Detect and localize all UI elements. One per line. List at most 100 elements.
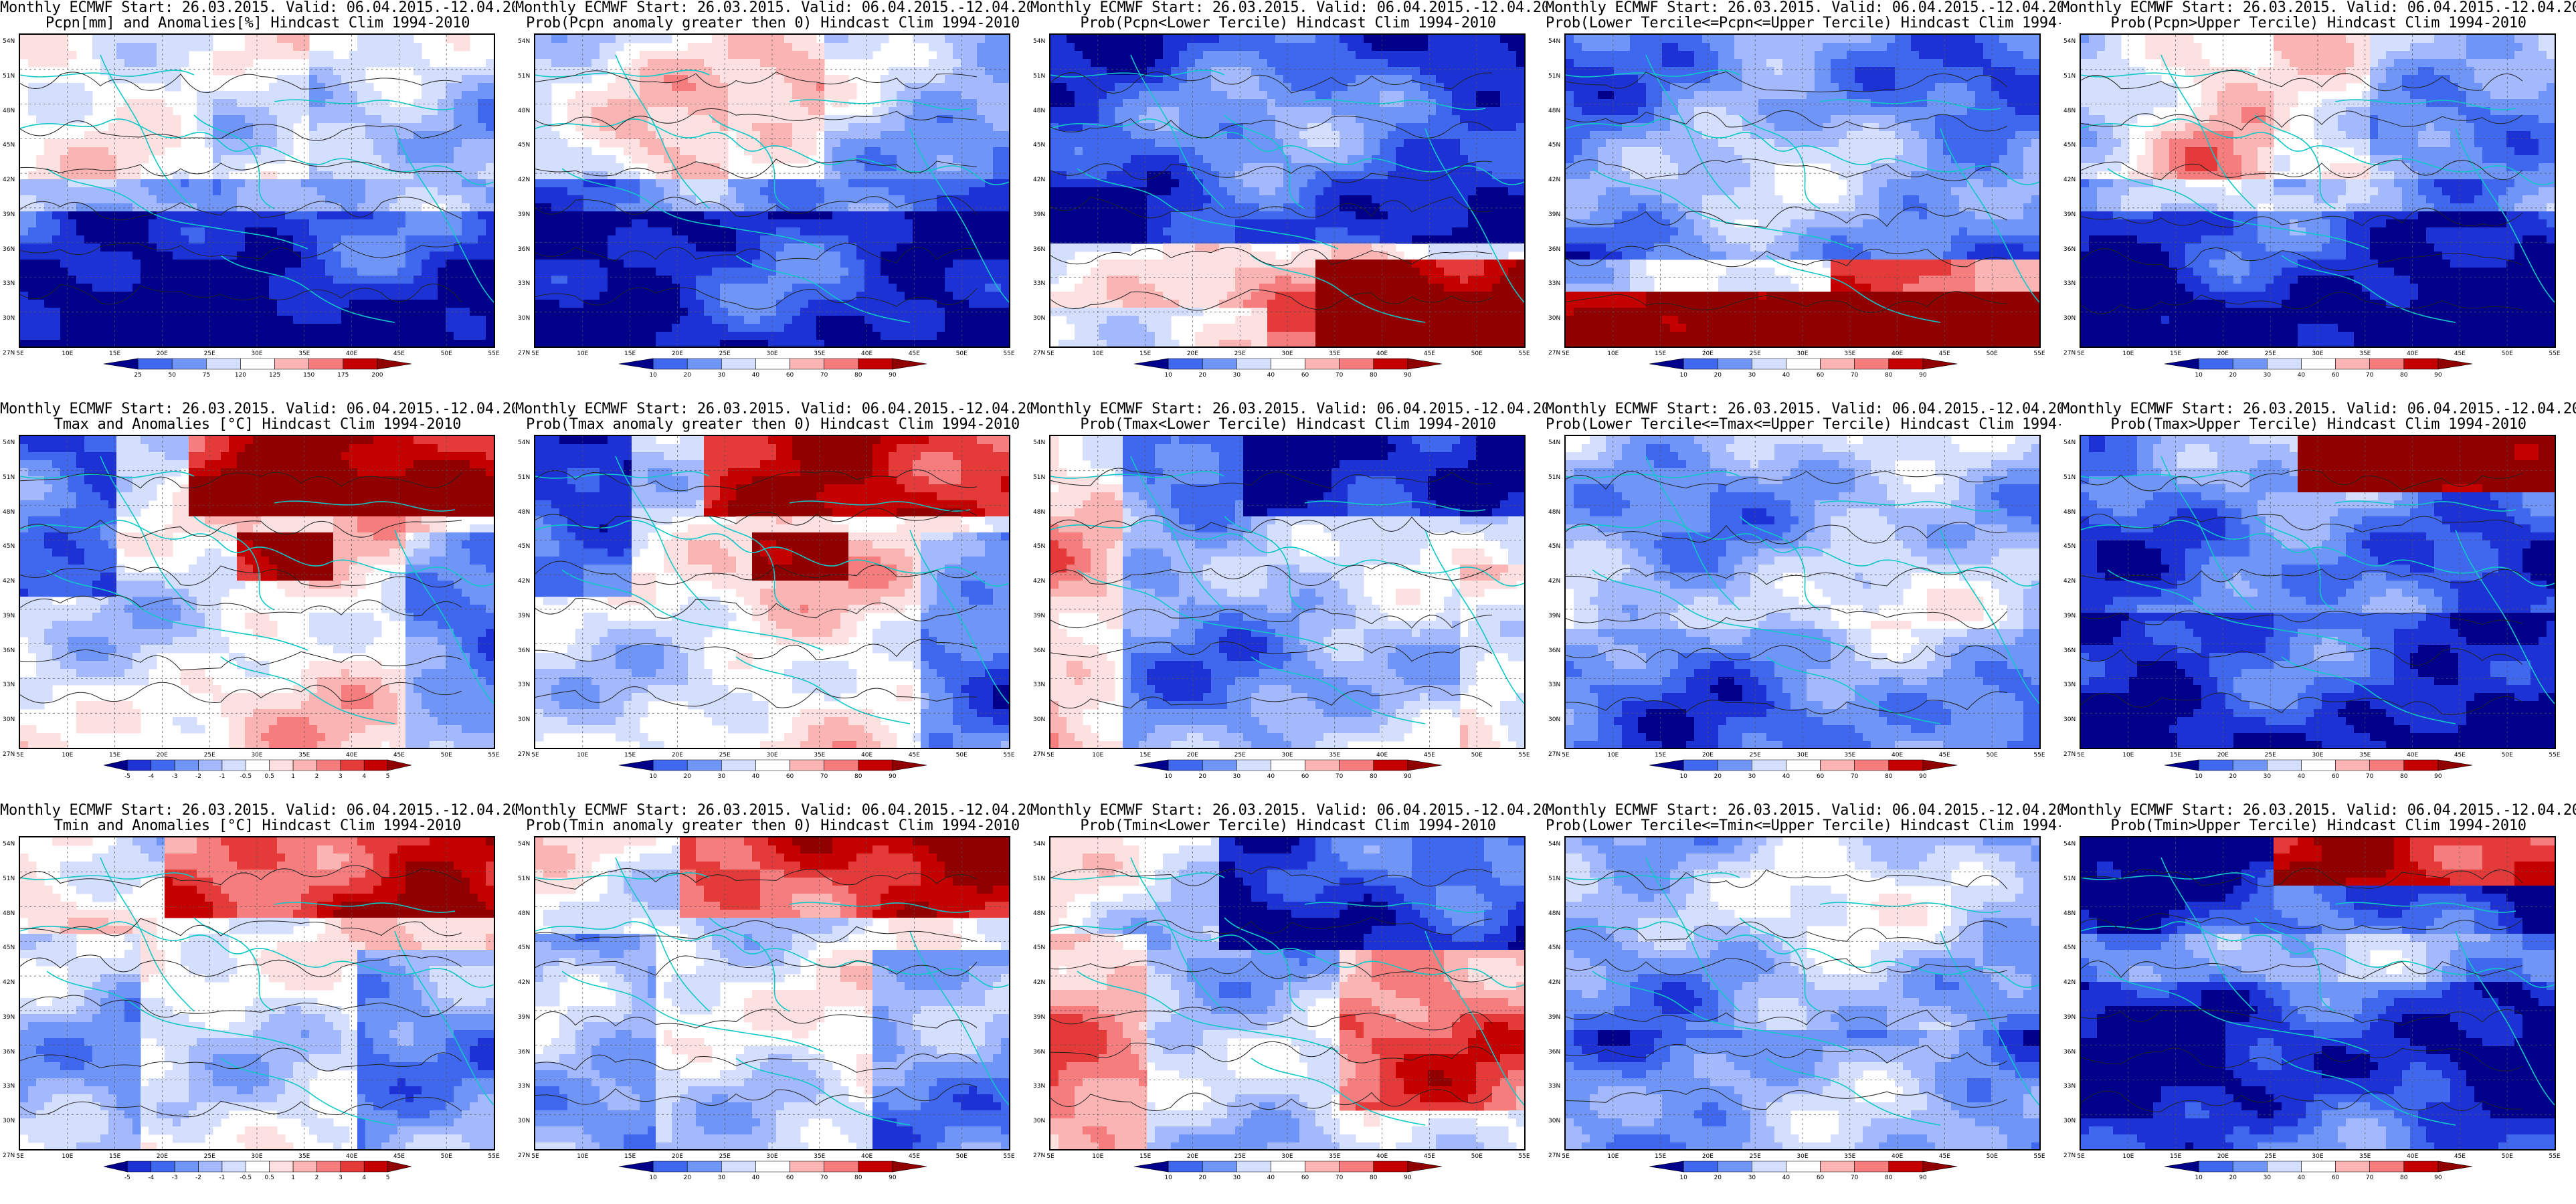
colorbar-label: 30 xyxy=(2264,372,2271,379)
forecast-field-svg xyxy=(535,837,1009,1149)
colorbar-swatch xyxy=(2437,358,2473,370)
forecast-map xyxy=(1564,33,2041,348)
colorbar-label: 1 xyxy=(291,773,295,780)
coastline-lines xyxy=(535,456,1009,724)
latitude-label: 27N xyxy=(1548,1152,1560,1159)
colorbar-label: 60 xyxy=(1301,372,1309,379)
colorbar-swatch xyxy=(1854,759,1890,771)
colorbar-swatch xyxy=(2369,759,2405,771)
latitude-label: 42N xyxy=(518,578,530,585)
longitude-label: 40E xyxy=(1892,350,1903,357)
longitude-label: 35E xyxy=(1844,1153,1855,1160)
colorbar-swatch xyxy=(790,358,824,370)
map-panel-tmax-anomaly: Monthly ECMWF Start: 26.03.2015. Valid: … xyxy=(0,401,515,803)
longitude-label: 45E xyxy=(909,1153,920,1160)
longitude-label: 30E xyxy=(766,752,777,759)
forecast-map xyxy=(2080,33,2556,348)
latitude-label: 33N xyxy=(1033,682,1045,688)
longitude-label: 45E xyxy=(393,1153,405,1160)
colorbar-label: 30 xyxy=(1233,1175,1240,1181)
latitude-label: 30N xyxy=(1548,1118,1560,1124)
longitude-label: 20E xyxy=(672,350,683,357)
colorbar-label: 40 xyxy=(2298,1175,2305,1181)
panel-title-line-2: Prob(Pcpn>Upper Tercile) Hindcast Clim 1… xyxy=(2061,15,2576,31)
colorbar-swatch xyxy=(246,1161,270,1173)
colorbar-swatch xyxy=(363,1161,388,1173)
isoline-contours xyxy=(535,469,978,708)
colorbar-swatch xyxy=(755,759,790,771)
latitude-label: 39N xyxy=(3,613,15,619)
latitude-label: 51N xyxy=(1548,73,1560,80)
longitude-label: 30E xyxy=(251,350,262,357)
longitude-label: 5E xyxy=(1046,752,1054,759)
colorbar-swatch xyxy=(2437,759,2473,771)
longitude-label: 50E xyxy=(441,1153,452,1160)
panel-title: Monthly ECMWF Start: 26.03.2015. Valid: … xyxy=(515,0,1030,31)
latitude-label: 48N xyxy=(518,509,530,516)
latitude-label: 48N xyxy=(1548,509,1560,516)
colorbar-swatch xyxy=(198,759,223,771)
colorbar-swatch xyxy=(1133,759,1169,771)
longitude-label: 20E xyxy=(1702,752,1714,759)
colorbar-swatch xyxy=(316,1161,341,1173)
colorbar-label: 30 xyxy=(718,372,725,379)
colorbar-swatch xyxy=(103,759,128,771)
colorbar-swatch xyxy=(151,1161,175,1173)
colorbar-swatch xyxy=(1133,1161,1169,1173)
latitude-label: 42N xyxy=(1548,578,1560,585)
colorbar xyxy=(103,358,412,370)
colorbar-label: 90 xyxy=(1404,372,1411,379)
colorbar-swatch xyxy=(1373,759,1408,771)
forecast-field-svg xyxy=(20,35,494,346)
latitude-label: 51N xyxy=(1033,474,1045,481)
latitude-label: 45N xyxy=(2063,142,2076,148)
longitude-label: 10E xyxy=(1092,1153,1103,1160)
longitude-label: 40E xyxy=(861,752,872,759)
longitude-label: 55E xyxy=(488,752,499,759)
coastline-lines xyxy=(20,857,494,1126)
latitude-label: 33N xyxy=(518,280,530,287)
forecast-field-svg xyxy=(535,436,1009,748)
colorbar-label: 20 xyxy=(1198,1175,1206,1181)
colorbar-swatch xyxy=(2198,358,2233,370)
coastline-lines xyxy=(535,857,1009,1126)
colorbar-swatch xyxy=(103,358,139,370)
longitude-label: 35E xyxy=(814,1153,825,1160)
colorbar-swatch xyxy=(824,358,859,370)
longitude-label: 40E xyxy=(2407,1153,2418,1160)
latitude-label: 48N xyxy=(518,910,530,917)
longitude-label: 25E xyxy=(1750,752,1761,759)
longitude-label: 35E xyxy=(1329,1153,1340,1160)
coastline-lines xyxy=(20,54,494,323)
map-panel-tmin-prob-lower: Monthly ECMWF Start: 26.03.2015. Valid: … xyxy=(1030,803,1546,1204)
colorbar-swatch xyxy=(2301,759,2336,771)
colorbar-label: 80 xyxy=(854,773,862,780)
longitude-label: 25E xyxy=(719,1153,731,1160)
colorbar-label: 40 xyxy=(1267,372,1275,379)
longitude-label: 25E xyxy=(719,752,731,759)
colorbar-label: 90 xyxy=(1404,1175,1411,1181)
panel-title-line-1: Monthly ECMWF Start: 26.03.2015. Valid: … xyxy=(2061,401,2576,417)
longitude-label: 45E xyxy=(2454,752,2466,759)
colorbar-label: 40 xyxy=(752,372,759,379)
latitude-label: 36N xyxy=(3,246,15,253)
colorbar-swatch xyxy=(1752,358,1786,370)
panel-title-line-1: Monthly ECMWF Start: 26.03.2015. Valid: … xyxy=(515,401,1030,417)
graticule xyxy=(1050,436,1524,748)
colorbar-label: 40 xyxy=(752,773,759,780)
latitude-label: 39N xyxy=(3,1014,15,1021)
latitude-label: 27N xyxy=(2063,751,2076,758)
longitude-label: 50E xyxy=(956,350,968,357)
panel-title-line-1: Monthly ECMWF Start: 26.03.2015. Valid: … xyxy=(1030,401,1546,417)
panel-title-line-2: Prob(Lower Tercile<=Tmin<=Upper Tercile)… xyxy=(1546,818,2061,833)
latitude-label: 51N xyxy=(3,73,15,80)
longitude-label: 40E xyxy=(2407,752,2418,759)
graticule xyxy=(535,436,1009,748)
latitude-label: 48N xyxy=(1033,509,1045,516)
graticule xyxy=(1050,35,1524,346)
colorbar-label: 20 xyxy=(1714,773,1721,780)
panel-title-line-2: Prob(Tmin anomaly greater then 0) Hindca… xyxy=(515,818,1030,833)
colorbar-label: 90 xyxy=(1919,1175,1926,1181)
colorbar-swatch xyxy=(1373,1161,1408,1173)
colorbar-swatch xyxy=(824,759,859,771)
